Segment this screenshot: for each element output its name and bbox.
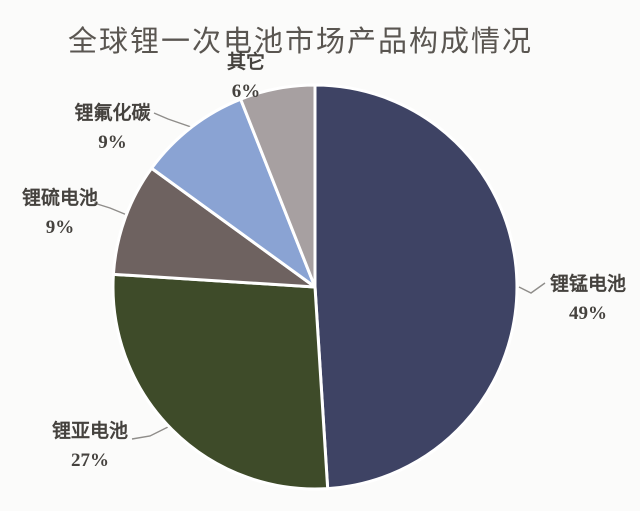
pie-slice-other	[239, 83, 317, 289]
slice-label-li-socl2: 锂亚电池 27%	[33, 417, 147, 475]
leader-line-li-socl2	[131, 426, 169, 440]
slice-label-name: 其它	[226, 52, 265, 73]
slice-label-name: 锂硫电池	[21, 188, 98, 209]
slice-label-li-mno2: 锂锰电池 49%	[532, 270, 640, 328]
chart-title: 全球锂一次电池市场产品构成情况	[68, 26, 534, 58]
slice-label-pct: 9%	[45, 217, 75, 238]
slice-label-name: 锂亚电池	[51, 421, 128, 442]
leader-line-li-s	[93, 202, 128, 216]
pie-slice-li-socl2	[111, 272, 330, 491]
slice-label-li-s: 锂硫电池 9%	[4, 184, 116, 242]
pie-slice-li-cfx	[150, 97, 317, 289]
slice-label-name: 锂锰电池	[549, 274, 626, 295]
slice-label-name: 锂氟化碳	[74, 103, 151, 124]
slice-label-pct: 9%	[98, 132, 127, 153]
slice-label-pct: 49%	[569, 303, 607, 324]
slice-label-pct: 6%	[231, 81, 261, 102]
leader-line-li-mno2	[518, 282, 546, 294]
slice-label-pct: 27%	[71, 450, 109, 471]
pie-slices-group	[111, 83, 519, 491]
pie-slice-li-s	[111, 166, 317, 289]
slice-label-other: 其它 6%	[206, 48, 286, 106]
pie-slice-li-mno2	[313, 83, 519, 491]
leader-line-li-cfx	[153, 112, 195, 129]
slice-label-li-cfx: 锂氟化碳 9%	[52, 99, 173, 157]
